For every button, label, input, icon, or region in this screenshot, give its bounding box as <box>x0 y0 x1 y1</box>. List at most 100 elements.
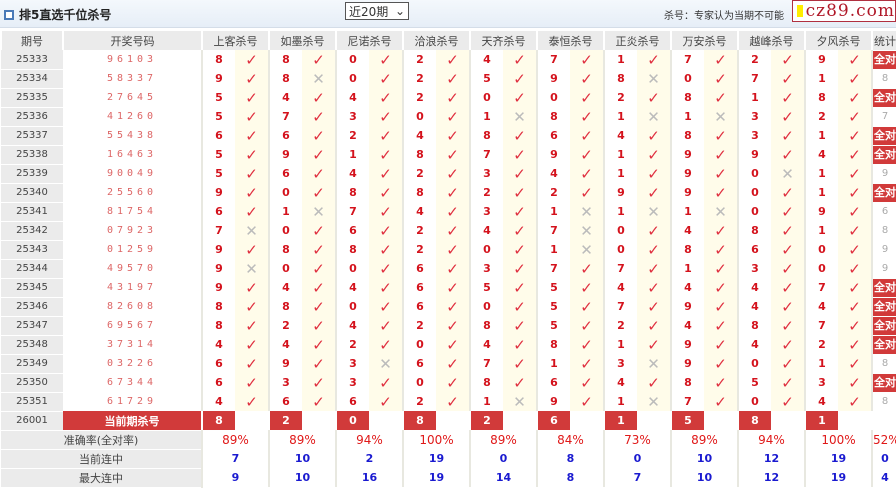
check-icon: ✓ <box>513 183 526 202</box>
result-cell: ✓ <box>436 316 470 335</box>
kill-number: 1 <box>536 354 570 373</box>
kill-number: 8 <box>804 88 838 107</box>
draw-number: 82608 <box>106 301 158 312</box>
check-icon: ✓ <box>513 240 526 259</box>
check-icon: ✓ <box>379 145 392 164</box>
current-kill-number: 8 <box>201 411 235 430</box>
result-cell: ✓ <box>637 259 671 278</box>
check-icon: ✓ <box>446 126 459 145</box>
result-cell: ✓ <box>369 316 403 335</box>
result-cell: ✓ <box>369 373 403 392</box>
result-cell: ✓ <box>637 335 671 354</box>
kill-number: 2 <box>268 316 302 335</box>
kill-number: 5 <box>536 297 570 316</box>
check-icon: ✓ <box>848 259 861 278</box>
kill-number: 1 <box>335 145 369 164</box>
kill-number: 2 <box>402 240 436 259</box>
kill-number: 0 <box>469 240 503 259</box>
kill-number: 8 <box>268 69 302 88</box>
kill-number: 0 <box>335 69 369 88</box>
stat-cell: 全对 <box>871 278 896 297</box>
result-cell: ✓ <box>436 126 470 145</box>
kill-number: 9 <box>737 145 771 164</box>
result-cell: ✓ <box>235 354 269 373</box>
kill-number: 8 <box>201 50 235 69</box>
summary-value: 10 <box>670 449 738 468</box>
result-cell: ✓ <box>570 354 604 373</box>
period-cell: 25333 <box>1 50 63 70</box>
summary-stat: 0 <box>871 449 896 468</box>
check-icon: ✓ <box>647 145 660 164</box>
all-correct-badge: 全对 <box>874 88 896 107</box>
kill-number: 9 <box>536 145 570 164</box>
cross-icon: ✕ <box>379 354 392 373</box>
check-icon: ✓ <box>714 164 727 183</box>
kill-number: 0 <box>737 202 771 221</box>
title-text: 排5直选千位杀号 <box>19 8 112 22</box>
table-row: 25340 25560 9 ✓ 0 ✓ 8 ✓ 8 ✓ 2 ✓ 2 ✓ 9 ✓ 9 ✓ 0 ✓ 1 ✓ 全对 <box>1 183 896 203</box>
result-cell: ✓ <box>436 221 470 240</box>
cross-icon: ✕ <box>647 69 660 88</box>
current-kill-number: 2 <box>268 411 302 430</box>
cross-icon: ✕ <box>580 221 593 240</box>
header-expert: 越峰杀号 <box>737 31 805 50</box>
check-icon: ✓ <box>714 145 727 164</box>
stat-cell: 全对 <box>871 373 896 392</box>
current-kill-number: 6 <box>536 411 570 430</box>
kill-number: 6 <box>402 354 436 373</box>
check-icon: ✓ <box>245 164 258 183</box>
kill-number: 8 <box>402 145 436 164</box>
result-cell: ✓ <box>704 69 738 88</box>
kill-number: 4 <box>670 221 704 240</box>
result-cell: ✓ <box>637 297 671 316</box>
kill-number: 1 <box>804 69 838 88</box>
kill-number: 9 <box>201 278 235 297</box>
period-cell: 25335 <box>1 88 63 108</box>
check-icon: ✓ <box>245 145 258 164</box>
empty-cell <box>369 411 403 430</box>
check-icon: ✓ <box>379 316 392 335</box>
result-cell: ✓ <box>436 240 470 259</box>
result-cell: ✓ <box>235 183 269 202</box>
kill-number: 8 <box>201 316 235 335</box>
check-icon: ✓ <box>647 240 660 259</box>
summary-value: 19 <box>402 449 470 468</box>
check-icon: ✓ <box>379 107 392 126</box>
result-cell: ✓ <box>235 240 269 259</box>
result-cell: ✓ <box>302 335 336 354</box>
result-cell: ✓ <box>436 278 470 297</box>
summary-value: 12 <box>737 449 805 468</box>
kill-number: 8 <box>670 373 704 392</box>
check-icon: ✓ <box>245 107 258 126</box>
stat-cell: 8 <box>871 392 896 411</box>
result-cell: ✓ <box>704 88 738 107</box>
cross-icon: ✕ <box>580 240 593 259</box>
check-icon: ✓ <box>446 259 459 278</box>
summary-value: 0 <box>469 449 537 468</box>
kill-number: 7 <box>670 392 704 411</box>
result-cell: ✓ <box>704 373 738 392</box>
check-icon: ✓ <box>379 259 392 278</box>
draw-number: 37314 <box>106 339 158 350</box>
table-row: 25342 07923 7 ✕ 0 ✓ 6 ✓ 2 ✓ 4 ✓ 7 ✕ 0 ✓ 4 ✓ 8 ✓ 1 ✓ 8 <box>1 221 896 241</box>
summary-value: 89% <box>469 430 537 449</box>
summary-value: 16 <box>335 468 403 487</box>
kill-number: 4 <box>737 297 771 316</box>
kill-number: 4 <box>402 126 436 145</box>
result-cell: ✓ <box>838 335 872 354</box>
logo-square-icon <box>797 5 803 17</box>
result-cell: ✓ <box>369 335 403 354</box>
kill-number: 1 <box>603 335 637 354</box>
check-icon: ✓ <box>848 278 861 297</box>
range-select[interactable]: 近20期 ⌄ <box>345 2 409 20</box>
result-cell: ✓ <box>436 50 470 69</box>
check-icon: ✓ <box>446 145 459 164</box>
summary-row: 当前连中 7 10 2 19 0 8 0 10 12 19 0 <box>1 449 896 469</box>
draw-number: 55438 <box>106 130 158 141</box>
draw-number: 07923 <box>106 225 158 236</box>
result-cell: ✓ <box>302 183 336 202</box>
kill-number: 9 <box>268 354 302 373</box>
draw-number: 49570 <box>106 263 158 274</box>
result-cell: ✓ <box>235 164 269 183</box>
all-correct-badge: 全对 <box>874 278 896 297</box>
